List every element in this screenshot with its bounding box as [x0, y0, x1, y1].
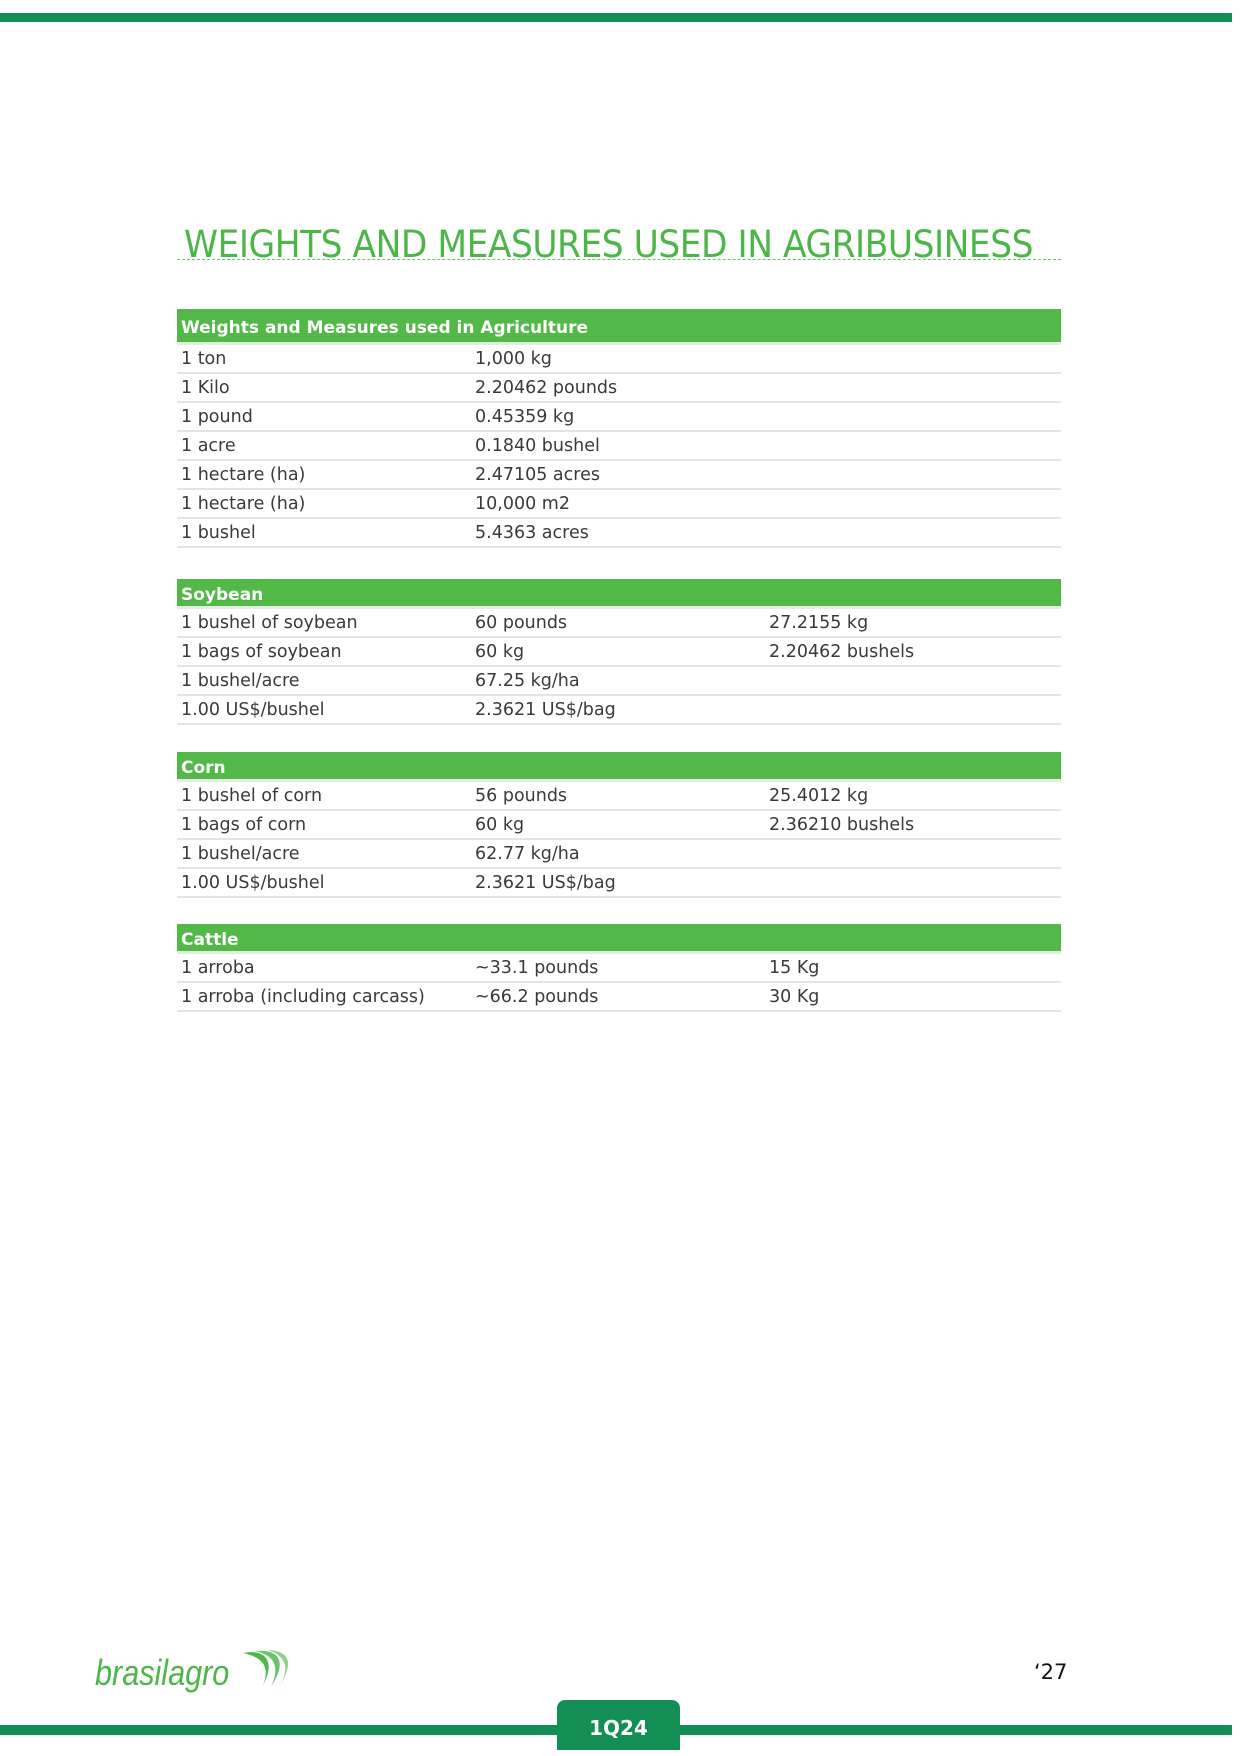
table-row: 1 acre 0.1840 bushel [177, 432, 1061, 461]
table-row: 1 arroba (including carcass) ~66.2 pounds… [177, 983, 1061, 1012]
table-row: 1.00 US$/bushel 2.3621 US$/bag [177, 696, 1061, 725]
table-cell: 0.1840 bushel [475, 436, 600, 456]
table-row: 1 bushel/acre 67.25 kg/ha [177, 667, 1061, 696]
table-row: 1 bushel of corn 56 pounds 25.4012 kg [177, 782, 1061, 811]
conversion-table: Cattle 1 arroba ~33.1 pounds 15 Kg 1 arroba … [177, 924, 1061, 1012]
table-cell: 15 Kg [769, 958, 820, 978]
table-cell: 1 bushel/acre [181, 671, 300, 691]
table-cell: 2.3621 US$/bag [475, 700, 616, 720]
table-row: 1 hectare (ha) 10,000 m2 [177, 490, 1061, 519]
table-cell: 1 pound [181, 407, 253, 427]
table-cell: 1 arroba (including carcass) [181, 987, 425, 1007]
table-row: 1 bags of soybean 60 kg 2.20462 bushels [177, 638, 1061, 667]
table-header: Corn [177, 752, 1061, 782]
table-cell: ~66.2 pounds [475, 987, 599, 1007]
table-cell: 1 Kilo [181, 378, 230, 398]
table-cell: 1 hectare (ha) [181, 494, 306, 514]
table-header: Soybean [177, 579, 1061, 609]
table-row: 1 arroba ~33.1 pounds 15 Kg [177, 954, 1061, 983]
table-cell: 2.3621 US$/bag [475, 873, 616, 893]
table-cell: 1.00 US$/bushel [181, 700, 325, 720]
title-divider [177, 259, 1061, 260]
table-cell: 1,000 kg [475, 349, 552, 369]
table-cell: 27.2155 kg [769, 613, 869, 633]
table-cell: 1 bushel/acre [181, 844, 300, 864]
table-cell: ~33.1 pounds [475, 958, 599, 978]
table-cell: 60 kg [475, 642, 525, 662]
table-cell: 0.45359 kg [475, 407, 575, 427]
table-cell: 5.4363 acres [475, 523, 589, 543]
table-row: 1 bags of corn 60 kg 2.36210 bushels [177, 811, 1061, 840]
table-row: 1 Kilo 2.20462 pounds [177, 374, 1061, 403]
table-header: Cattle [177, 924, 1061, 954]
table-row: 1 pound 0.45359 kg [177, 403, 1061, 432]
table-cell: 10,000 m2 [475, 494, 570, 514]
table-cell: 1 bushel of soybean [181, 613, 358, 633]
table-cell: 2.20462 bushels [769, 642, 915, 662]
table-cell: 1 acre [181, 436, 236, 456]
top-bar [0, 13, 1232, 22]
conversion-table: Corn 1 bushel of corn 56 pounds 25.4012 kg 1… [177, 752, 1061, 898]
page-title: WEIGHTS AND MEASURES USED IN AGRIBUSINES… [184, 222, 1033, 266]
table-row: 1 bushel of soybean 60 pounds 27.2155 kg [177, 609, 1061, 638]
table-header: Weights and Measures used in Agriculture [177, 309, 1061, 345]
table-row: 1 bushel/acre 62.77 kg/ha [177, 840, 1061, 869]
svg-text:brasilagro: brasilagro [95, 1654, 229, 1694]
table-cell: 1 hectare (ha) [181, 465, 306, 485]
table-cell: 2.36210 bushels [769, 815, 915, 835]
table-cell: 1 ton [181, 349, 227, 369]
period-badge: 1Q24 [557, 1700, 680, 1750]
table-row: 1.00 US$/bushel 2.3621 US$/bag [177, 869, 1061, 898]
table-cell: 2.47105 acres [475, 465, 600, 485]
table-cell: 25.4012 kg [769, 786, 869, 806]
table-cell: 60 kg [475, 815, 525, 835]
table-cell: 56 pounds [475, 786, 568, 806]
table-cell: 1 bushel of corn [181, 786, 323, 806]
table-row: 1 ton 1,000 kg [177, 345, 1061, 374]
table-cell: 1 bags of corn [181, 815, 307, 835]
table-cell: 1 bags of soybean [181, 642, 342, 662]
table-row: 1 hectare (ha) 2.47105 acres [177, 461, 1061, 490]
page-number: ‘27 [1034, 1660, 1068, 1684]
table-cell: 67.25 kg/ha [475, 671, 580, 691]
table-cell: 62.77 kg/ha [475, 844, 580, 864]
conversion-table: Soybean 1 bushel of soybean 60 pounds 27.21… [177, 579, 1061, 725]
table-cell: 2.20462 pounds [475, 378, 618, 398]
table-cell: 1 arroba [181, 958, 255, 978]
conversion-table: Weights and Measures used in Agriculture… [177, 309, 1061, 548]
table-cell: 60 pounds [475, 613, 568, 633]
brasilagro-logo: brasilagro [95, 1645, 295, 1701]
table-cell: 1.00 US$/bushel [181, 873, 325, 893]
table-cell: 30 Kg [769, 987, 820, 1007]
table-row: 1 bushel 5.4363 acres [177, 519, 1061, 548]
table-cell: 1 bushel [181, 523, 256, 543]
